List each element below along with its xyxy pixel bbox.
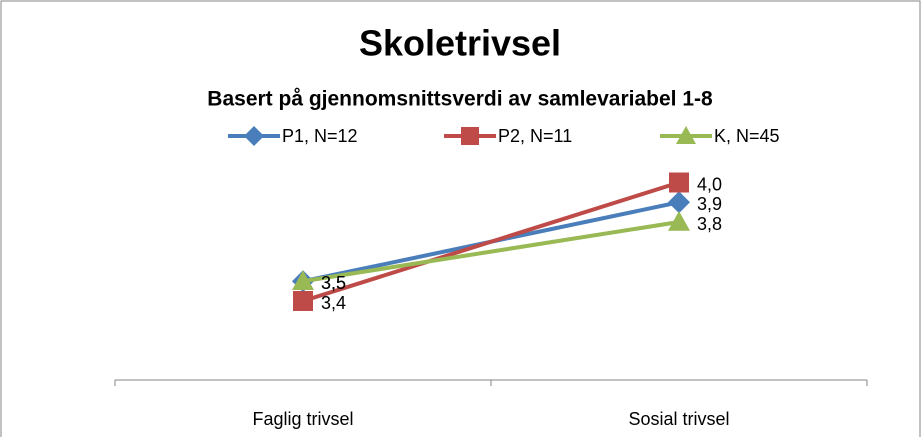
- x-tick-label: Faglig trivsel: [252, 409, 353, 429]
- data-label: 3,5: [321, 273, 346, 293]
- chart-subtitle: Basert på gjennomsnittsverdi av samlevar…: [207, 88, 713, 111]
- series-line: [302, 220, 680, 284]
- marker: [293, 291, 313, 311]
- marker: [668, 191, 690, 214]
- data-label: 3,8: [697, 214, 722, 234]
- marker: [244, 126, 264, 146]
- data-label: 3,4: [321, 293, 346, 313]
- marker: [669, 172, 689, 193]
- marker: [676, 126, 696, 144]
- legend-label: P2, N=11: [498, 126, 572, 146]
- series-line: [302, 180, 680, 303]
- data-label: 4,0: [697, 174, 722, 194]
- data-label: 3,9: [697, 194, 722, 214]
- marker: [668, 211, 690, 231]
- legend-label: K, N=45: [714, 126, 780, 146]
- marker: [292, 270, 314, 291]
- chart-title: Skoletrivsel: [359, 23, 561, 64]
- x-tick-label: Sosial trivsel: [628, 409, 729, 429]
- legend-label: P1, N=12: [282, 126, 358, 146]
- marker: [461, 127, 479, 145]
